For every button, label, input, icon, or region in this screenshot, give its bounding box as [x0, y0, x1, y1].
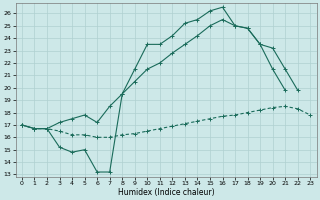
X-axis label: Humidex (Indice chaleur): Humidex (Indice chaleur) — [118, 188, 214, 197]
